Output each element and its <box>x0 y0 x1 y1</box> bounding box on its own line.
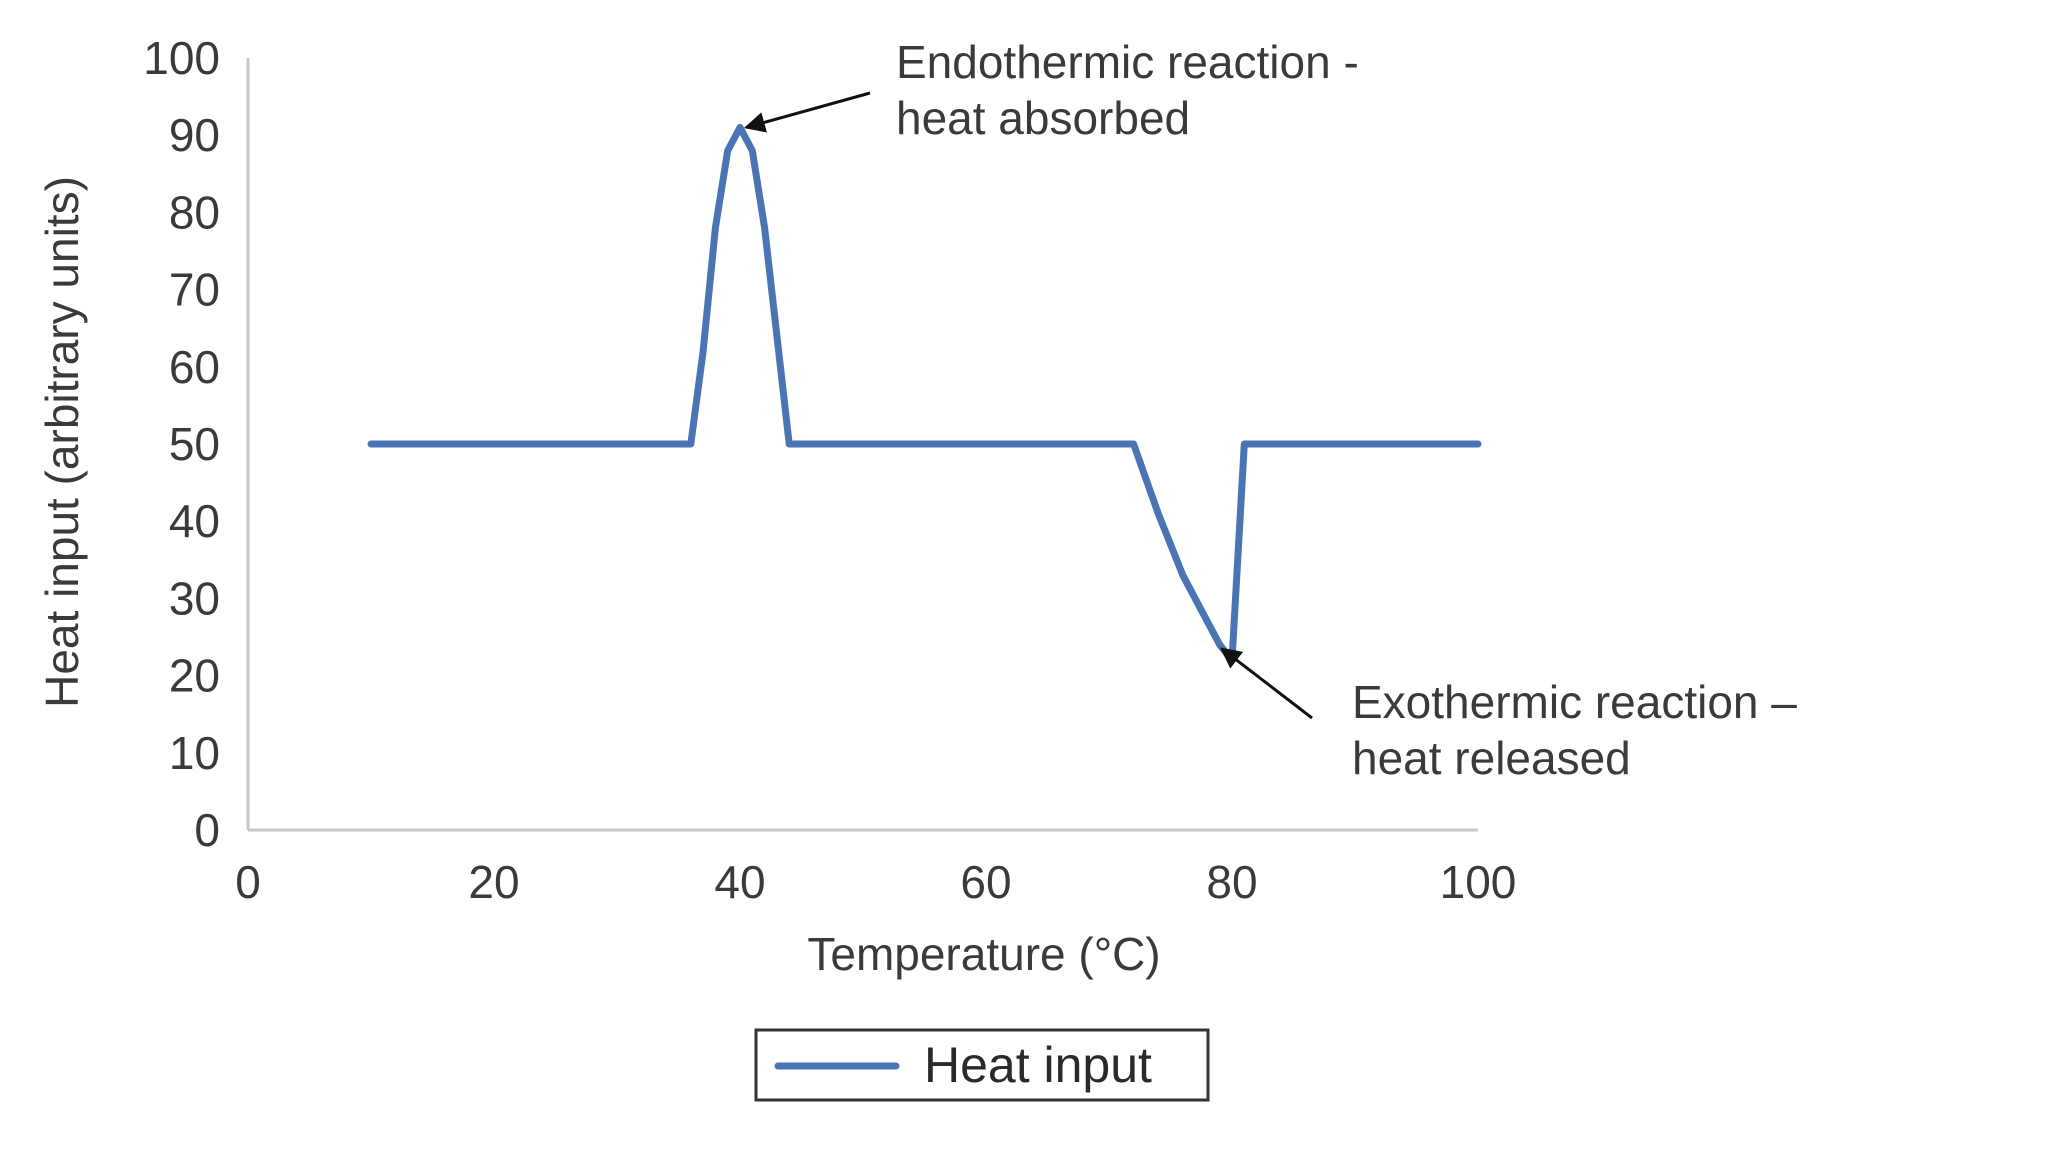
axes <box>246 58 1478 832</box>
y-tick-label: 90 <box>169 109 220 161</box>
y-tick-label: 80 <box>169 186 220 238</box>
y-axis-title: Heat input (arbitrary units) <box>36 176 88 708</box>
x-tick-label: 0 <box>235 856 261 908</box>
x-tick-label: 20 <box>468 856 519 908</box>
annotation-endothermic-line-1: Endothermic reaction - <box>896 36 1359 88</box>
x-tick-label: 80 <box>1206 856 1257 908</box>
y-tick-label: 40 <box>169 495 220 547</box>
annotation-arrow-exothermic <box>1220 647 1313 720</box>
legend: Heat input <box>754 1028 1210 1102</box>
y-tick-labels: 0 10 20 30 40 50 60 70 80 90 100 <box>143 32 220 856</box>
y-tick-label: 60 <box>169 341 220 393</box>
x-axis-title: Temperature (°C) <box>807 928 1160 980</box>
x-tick-labels: 0 20 40 60 80 100 <box>235 856 1516 908</box>
y-tick-label: 70 <box>169 264 220 316</box>
y-tick-label: 0 <box>194 804 220 856</box>
y-tick-label: 30 <box>169 572 220 624</box>
legend-label-heat-input: Heat input <box>924 1037 1152 1093</box>
y-tick-label: 50 <box>169 418 220 470</box>
x-tick-label: 100 <box>1440 856 1517 908</box>
annotation-exothermic: Exothermic reaction – heat released <box>1352 676 1797 784</box>
annotation-arrows <box>743 91 1313 720</box>
annotation-exothermic-line-2: heat released <box>1352 732 1631 784</box>
x-tick-label: 40 <box>714 856 765 908</box>
y-tick-label: 100 <box>143 32 220 84</box>
series-group <box>367 124 1482 664</box>
x-tick-label: 60 <box>960 856 1011 908</box>
annotation-endothermic: Endothermic reaction - heat absorbed <box>896 36 1359 144</box>
y-tick-label: 10 <box>169 727 220 779</box>
series-line-heat-input <box>367 124 1482 664</box>
annotation-endothermic-line-2: heat absorbed <box>896 92 1190 144</box>
annotation-exothermic-line-1: Exothermic reaction – <box>1352 676 1797 728</box>
annotation-arrow-endothermic <box>743 91 871 133</box>
y-tick-label: 20 <box>169 650 220 702</box>
